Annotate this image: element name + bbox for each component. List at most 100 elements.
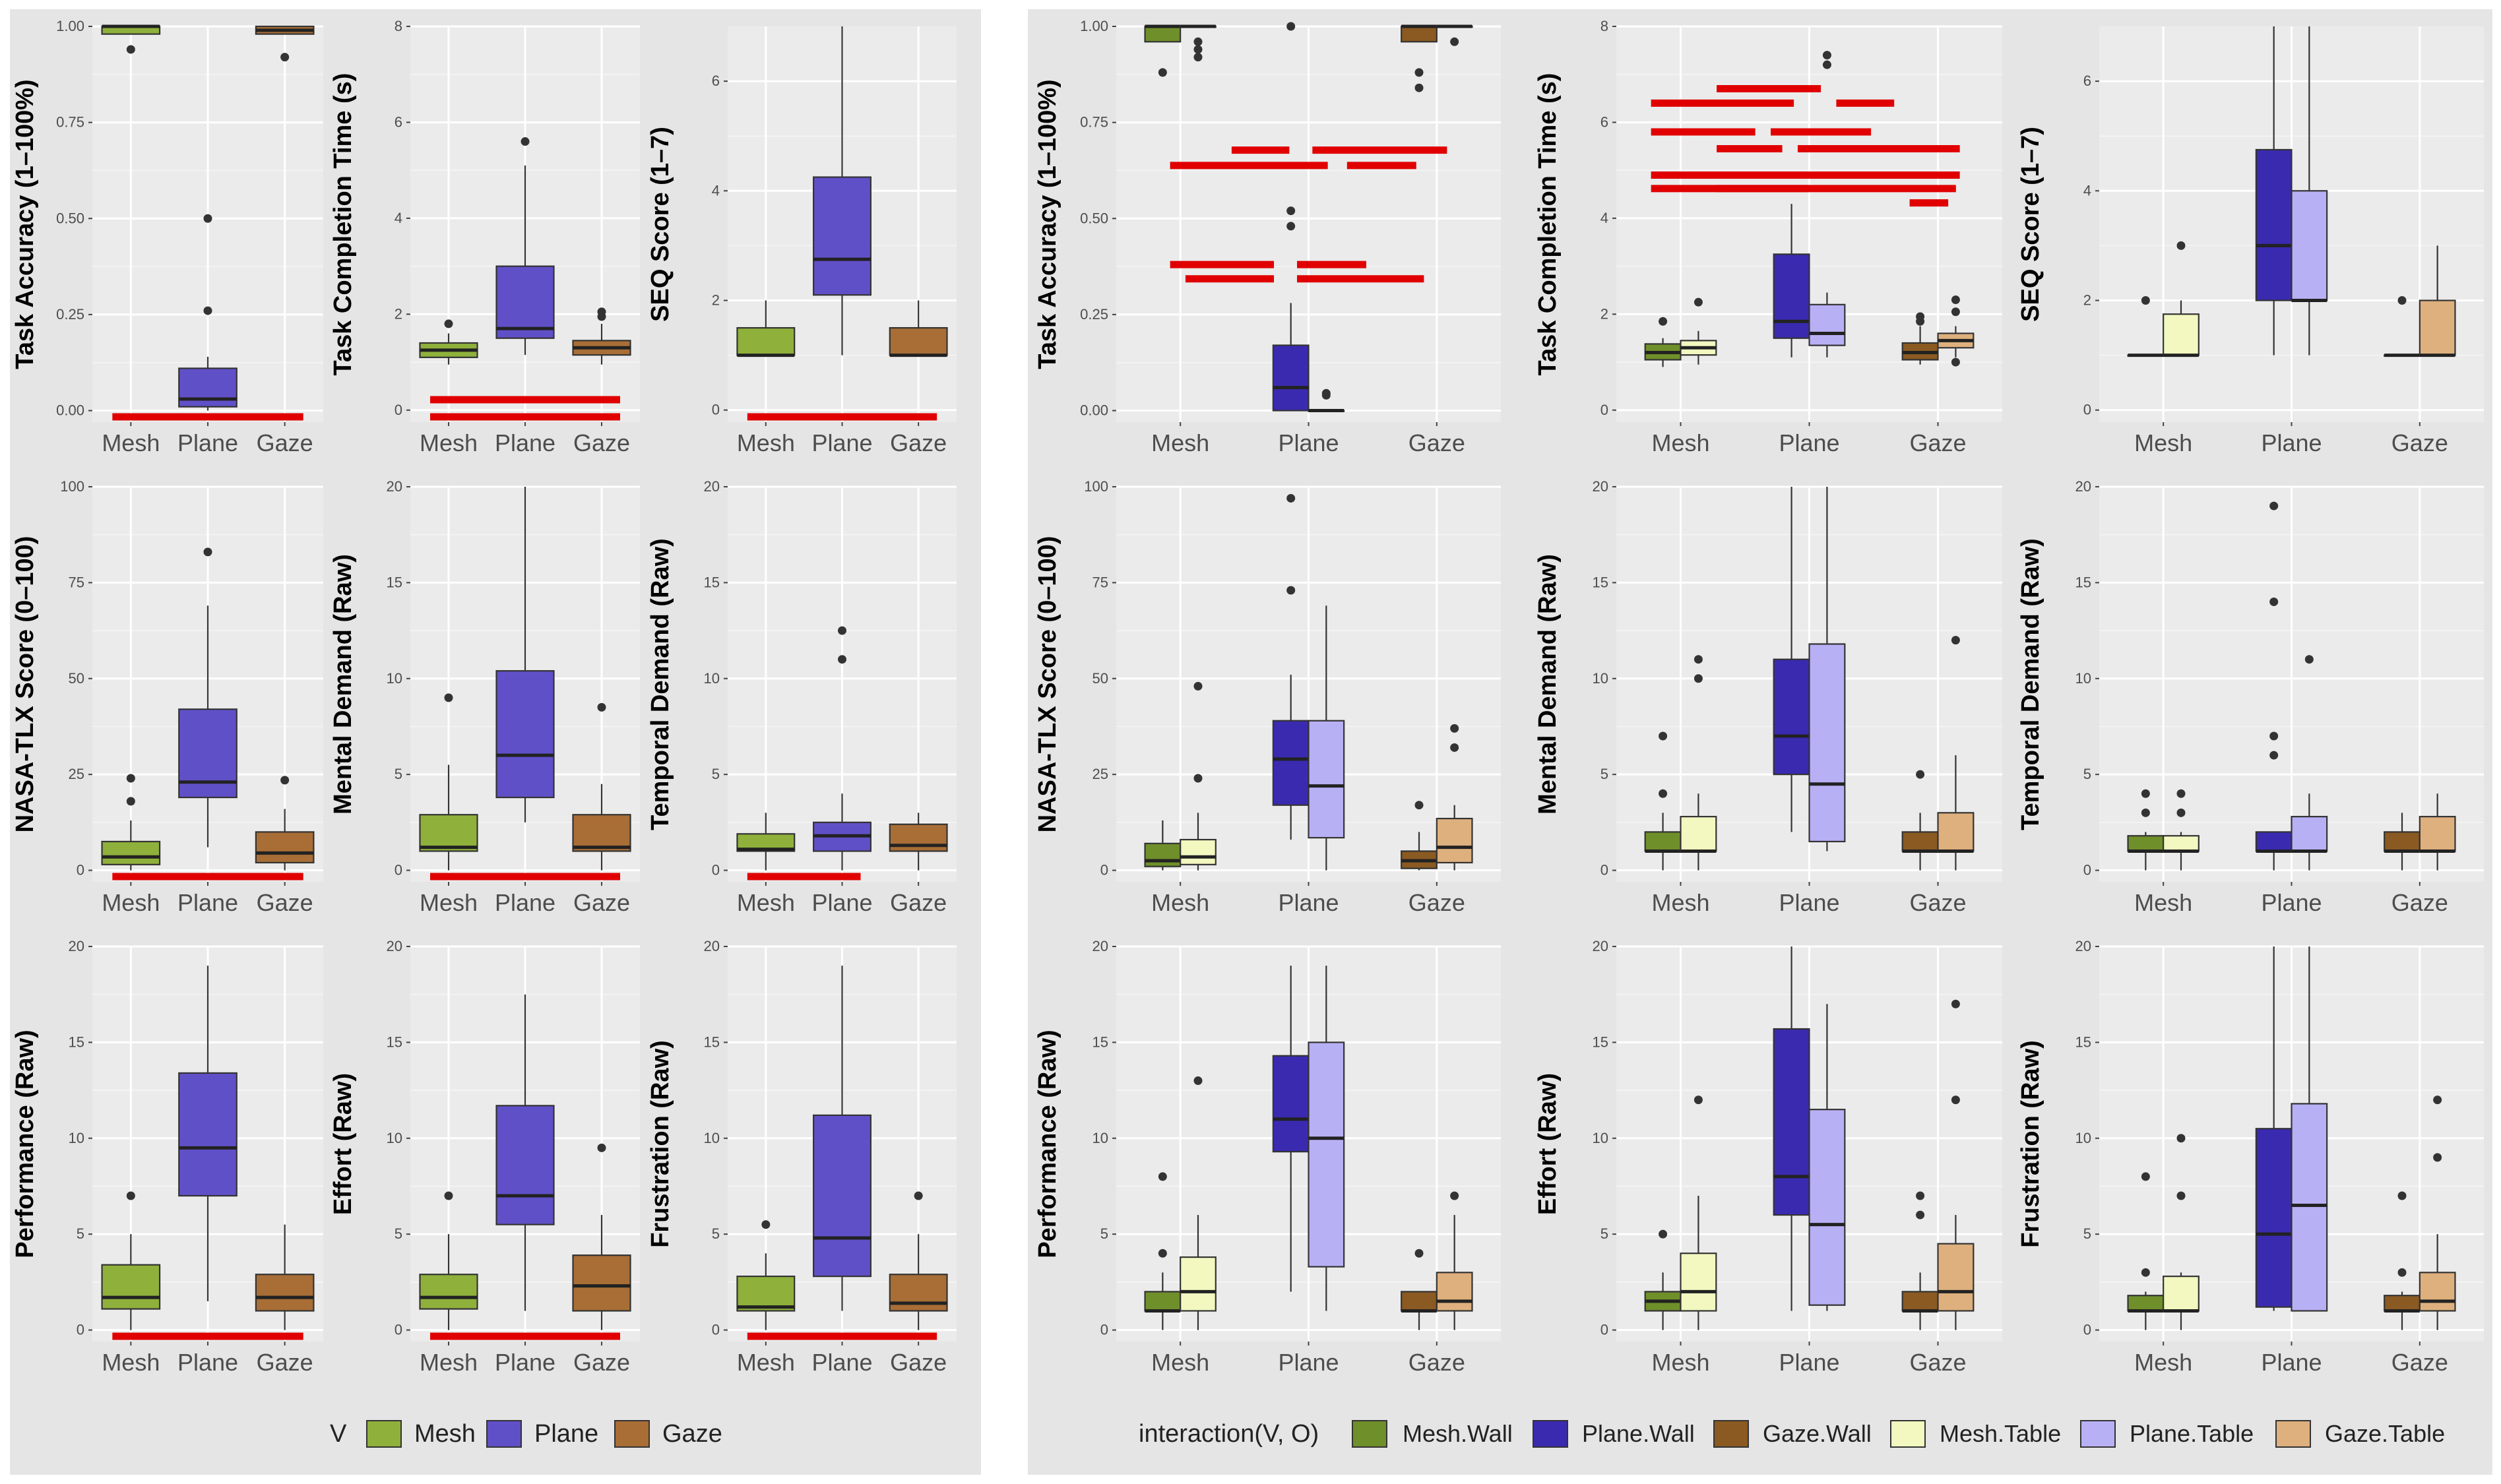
y-tick-label: 20 <box>704 938 720 954</box>
outlier-point <box>2141 808 2150 817</box>
box-mesh-0 <box>2127 789 2165 871</box>
y-tick-label: 0 <box>395 862 402 879</box>
box-iqr <box>736 1276 796 1312</box>
y-tick-label: 10 <box>2075 1130 2091 1146</box>
outlier-point <box>521 137 530 146</box>
y-tick-label: 10 <box>69 1130 84 1146</box>
outlier-point <box>1694 655 1703 664</box>
box-iqr <box>2163 1276 2200 1312</box>
y-tick-label: 20 <box>69 938 84 954</box>
y-tick-label: 0 <box>1100 1322 1108 1338</box>
box-gaze-2 <box>572 1143 631 1330</box>
y-tick-label: 0.00 <box>1080 402 1108 419</box>
legend-label-plane: Plane <box>534 1420 598 1448</box>
box-iqr <box>1937 812 1975 852</box>
y-tick-label: 10 <box>387 1130 402 1146</box>
chart-left-nasa-tlx-score-0-100: 0 25 50 75 100 Mesh Plane Gaze NASA-TLX Score (0… <box>11 478 323 916</box>
box-iqr <box>2255 1128 2293 1308</box>
box-mesh-1 <box>1680 1096 1717 1330</box>
y-tick-label: 10 <box>387 670 402 687</box>
y-tick-label: 20 <box>2075 478 2091 495</box>
y-tick-label: 15 <box>1593 574 1608 590</box>
legend-item-mesh-table: Mesh.Table <box>1890 1420 2061 1448</box>
y-tick-label: 0 <box>712 1322 720 1338</box>
box-mesh-0 <box>419 693 478 871</box>
legend-item-gaze: Gaze <box>614 1420 722 1448</box>
y-tick-label: 0.50 <box>56 210 84 226</box>
y-tick-label: 0 <box>1100 862 1108 879</box>
x-tick-label-mesh: Mesh <box>1651 429 1709 456</box>
outlier-point <box>1659 1229 1668 1239</box>
outlier-point <box>280 776 290 785</box>
box-plane-3 <box>2291 946 2328 1312</box>
x-tick-label-mesh: Mesh <box>102 1349 160 1376</box>
y-tick-label: 1.00 <box>56 18 84 34</box>
outlier-point <box>1286 222 1296 231</box>
outlier-point <box>597 702 606 712</box>
outlier-point <box>1450 743 1459 752</box>
outlier-point <box>1951 999 1960 1008</box>
box-plane-3 <box>1808 51 1846 357</box>
outlier-point <box>1193 774 1203 783</box>
box-iqr <box>255 1274 315 1312</box>
box-mesh-1 <box>2163 241 2200 357</box>
box-plane-1 <box>178 966 237 1301</box>
y-axis-title: SEQ Score (1–7) <box>647 127 674 322</box>
outlier-point <box>2176 789 2186 798</box>
box-iqr <box>2127 1295 2165 1312</box>
box-plane-2 <box>1272 966 1310 1292</box>
y-tick-label: 5 <box>2083 1225 2091 1242</box>
y-tick-label: 2 <box>395 305 402 322</box>
box-plane-3 <box>2291 26 2328 356</box>
y-tick-label: 25 <box>1092 766 1108 782</box>
outlier-point <box>1951 636 1960 645</box>
legend-key-plane-table <box>2080 1420 2116 1448</box>
right-legend-title: interaction(V, O) <box>1139 1420 1319 1448</box>
box-iqr <box>1808 1109 1846 1306</box>
y-tick-label: 100 <box>1084 478 1108 495</box>
legend-label-gaze-table: Gaze.Table <box>2325 1420 2445 1447</box>
box-iqr <box>1644 831 1682 852</box>
y-tick-label: 15 <box>387 1034 402 1050</box>
box-iqr <box>495 670 555 799</box>
y-tick-label: 10 <box>2075 670 2091 687</box>
box-plane-2 <box>1773 487 1810 832</box>
y-axis-title: SEQ Score (1–7) <box>2017 127 2044 322</box>
outlier-point <box>2141 1172 2150 1181</box>
outlier-point <box>2269 751 2279 760</box>
y-tick-label: 0.50 <box>1080 210 1108 226</box>
box-gaze-4 <box>2384 813 2421 871</box>
x-tick-label-mesh: Mesh <box>737 429 795 456</box>
legend-item-mesh: Mesh <box>366 1420 476 1448</box>
x-tick-label-plane: Plane <box>1779 889 1839 916</box>
y-axis-title: Effort (Raw) <box>329 1073 357 1215</box>
box-plane-3 <box>1308 966 1345 1311</box>
box-iqr <box>889 326 948 356</box>
outlier-point <box>1951 295 1960 305</box>
box-mesh-1 <box>2163 1134 2200 1330</box>
outlier-point <box>1822 60 1831 69</box>
y-axis-title: Mental Demand (Raw) <box>329 554 357 815</box>
y-tick-label: 10 <box>704 670 720 687</box>
box-iqr <box>1901 831 1939 852</box>
legend-label-gaze-wall: Gaze.Wall <box>1763 1420 1872 1447</box>
outlier-point <box>1659 789 1668 798</box>
y-tick-label: 5 <box>1100 1225 1108 1242</box>
box-iqr <box>255 831 315 864</box>
box-iqr <box>101 840 161 865</box>
y-axis-title: NASA-TLX Score (0–100) <box>1034 536 1061 833</box>
box-iqr <box>1272 720 1310 806</box>
outlier-point <box>2141 789 2150 798</box>
outlier-point <box>1916 770 1925 779</box>
outlier-point <box>2433 1153 2442 1162</box>
outlier-point <box>1694 1096 1703 1105</box>
legend-label-mesh: Mesh <box>414 1420 476 1448</box>
box-iqr <box>813 1114 871 1278</box>
box-mesh-1 <box>1680 297 1717 365</box>
x-tick-label-mesh: Mesh <box>1151 1349 1209 1376</box>
outlier-point <box>444 319 453 328</box>
left-legend: V Mesh Plane Gaze <box>330 1420 722 1448</box>
y-tick-label: 0.75 <box>1080 114 1108 131</box>
legend-item-plane-wall: Plane.Wall <box>1533 1420 1695 1448</box>
box-iqr <box>178 1072 237 1197</box>
